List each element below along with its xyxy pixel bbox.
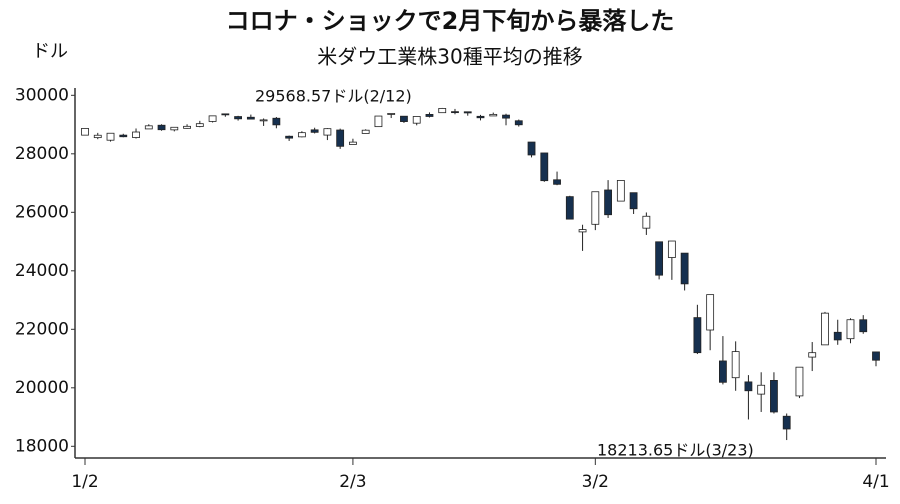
candle-body: [719, 360, 727, 383]
x-tick-label: 1/2: [71, 472, 98, 492]
candle-body: [846, 319, 855, 340]
candle-body: [808, 352, 817, 358]
candle-body: [476, 115, 485, 119]
candle-body: [425, 114, 434, 117]
candle-body: [578, 229, 587, 233]
candle-body: [81, 127, 89, 136]
candle-body: [170, 126, 179, 131]
chart-subtitle: 米ダウ工業株30種平均の推移: [317, 45, 582, 69]
candle-body: [731, 351, 740, 379]
y-tick-label: 28000: [15, 144, 69, 164]
y-tick-label: 22000: [15, 319, 69, 339]
y-tick-label: 24000: [15, 261, 69, 281]
candle-body: [132, 131, 140, 138]
candle-body: [859, 319, 868, 333]
x-tick-label: 3/2: [582, 472, 609, 492]
candle-body: [757, 384, 766, 395]
candle-body: [387, 113, 396, 115]
candle-body: [872, 351, 880, 361]
candle-body: [93, 134, 102, 139]
candle-body: [667, 240, 676, 258]
candle-body: [361, 129, 370, 134]
x-tick-label: 4/1: [862, 472, 889, 492]
candle-body: [374, 115, 383, 128]
candle-body: [706, 294, 715, 331]
candle-body: [234, 116, 242, 120]
candle-body: [246, 116, 255, 120]
candle-body: [451, 111, 459, 114]
annotation: 29568.57ドル(2/12): [255, 87, 412, 106]
candle-body: [323, 128, 332, 136]
candle-body: [157, 124, 166, 131]
candle-body: [438, 108, 447, 114]
candle-body: [349, 141, 357, 145]
candle-body: [400, 115, 408, 122]
y-tick-label: 26000: [15, 202, 69, 222]
candle-body: [463, 111, 472, 114]
candle-body: [616, 180, 625, 202]
candle-body: [310, 129, 319, 133]
candle-body: [604, 189, 612, 216]
candle-body: [642, 215, 651, 229]
candle-body: [489, 113, 498, 117]
candle-body: [221, 113, 230, 116]
candle-body: [514, 120, 523, 126]
candle-body: [565, 196, 574, 220]
candle-body: [833, 331, 842, 341]
candle-body: [655, 241, 664, 276]
candle-body: [591, 191, 600, 225]
candle-body: [540, 152, 549, 182]
candle-body: [336, 129, 345, 147]
y-tick-label: 20000: [15, 378, 69, 398]
y-tick-label: 30000: [15, 85, 69, 105]
candle-body: [744, 381, 753, 392]
candle-body: [680, 252, 689, 285]
candle-body: [285, 135, 294, 139]
candle-body: [553, 179, 561, 185]
x-tick-label: 2/3: [339, 472, 366, 492]
candle-body: [502, 114, 510, 119]
candle-body: [782, 415, 791, 430]
annotation: 18213.65ドル(3/23): [597, 441, 754, 460]
y-tick-label: 18000: [15, 436, 69, 456]
candle-body: [144, 125, 153, 130]
candle-body: [795, 366, 804, 397]
candle-body: [770, 380, 778, 413]
candle-body: [119, 134, 128, 138]
candle-body: [412, 116, 421, 124]
candle-body: [106, 132, 115, 141]
candle-body: [259, 119, 268, 122]
candle-body: [821, 312, 829, 346]
chart-title: コロナ・ショックで2月下旬から暴落した: [226, 7, 675, 35]
candle-body: [297, 132, 306, 138]
candle-body: [272, 117, 281, 126]
candle-body: [183, 125, 191, 129]
candle-body: [208, 115, 217, 122]
candle-body: [195, 123, 204, 127]
y-axis-unit: ドル: [32, 41, 68, 62]
candle-body: [629, 192, 638, 210]
candle-body: [527, 141, 536, 156]
candle-body: [693, 317, 702, 354]
